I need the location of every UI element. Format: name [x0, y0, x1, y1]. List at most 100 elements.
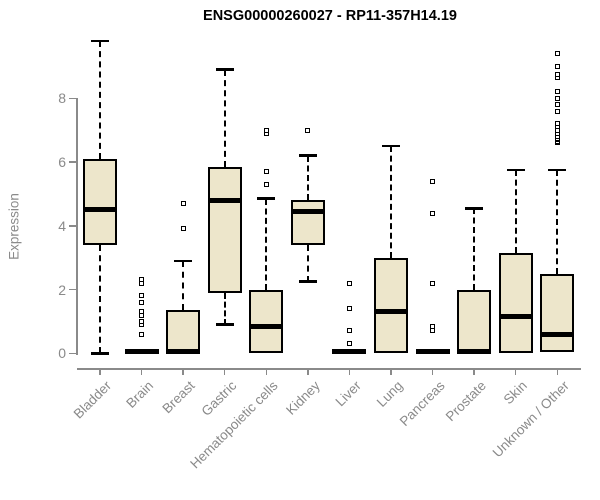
- whisker-cap-upper-prostate: [465, 207, 484, 210]
- x-tick-mark: [307, 368, 309, 375]
- x-tick-label-kidney: Kidney: [282, 378, 323, 418]
- outlier-unknown-other: [554, 71, 560, 77]
- y-tick-mark: [69, 161, 76, 163]
- outlier-unknown-other: [554, 63, 560, 69]
- outlier-liver: [346, 280, 352, 286]
- x-tick-mark: [431, 368, 434, 375]
- outlier-brain: [139, 277, 145, 283]
- y-tick-label: 0: [58, 345, 66, 362]
- x-tick-mark: [182, 368, 184, 375]
- whisker-upper-prostate: [473, 208, 476, 290]
- x-tick-mark: [473, 368, 475, 375]
- median-prostate: [457, 349, 492, 355]
- outlier-brain: [139, 293, 145, 299]
- outlier-brain: [139, 309, 145, 315]
- x-tick-label-unknown-other: Unknown / Other: [489, 378, 572, 461]
- whisker-cap-upper-kidney: [298, 154, 317, 157]
- outlier-unknown-other: [554, 95, 560, 101]
- x-tick-mark: [514, 368, 517, 375]
- whisker-cap-upper-hematopoietic-cells: [257, 197, 276, 200]
- box-breast: [166, 310, 201, 354]
- x-tick-mark: [348, 368, 351, 375]
- whisker-upper-lung: [389, 146, 392, 258]
- median-pancreas: [415, 349, 450, 355]
- whisker-cap-upper-lung: [381, 144, 400, 148]
- x-tick-label-skin: Skin: [501, 378, 531, 408]
- whisker-cap-upper-skin: [506, 168, 525, 172]
- x-tick-label-pancreas: Pancreas: [396, 378, 448, 429]
- outlier-brain: [139, 318, 145, 324]
- y-axis-line: [76, 98, 78, 355]
- outlier-hematopoietic-cells: [263, 169, 269, 175]
- outlier-hematopoietic-cells: [263, 181, 269, 187]
- y-tick-label: 6: [58, 154, 66, 171]
- median-hematopoietic-cells: [249, 323, 284, 329]
- y-tick-mark: [69, 97, 76, 100]
- x-tick-mark: [390, 368, 392, 375]
- box-kidney: [290, 200, 325, 245]
- outlier-unknown-other: [554, 89, 560, 95]
- box-bladder: [83, 158, 117, 245]
- whisker-cap-upper-breast: [174, 259, 193, 263]
- y-tick-mark: [69, 288, 76, 291]
- whisker-upper-breast: [182, 260, 185, 311]
- x-tick-label-lung: Lung: [373, 378, 406, 410]
- box-gastric: [207, 166, 242, 293]
- whisker-upper-kidney: [306, 155, 309, 201]
- median-breast: [166, 349, 201, 355]
- box-prostate: [457, 289, 492, 354]
- whisker-lower-bladder: [99, 244, 101, 354]
- x-axis-line: [77, 368, 581, 370]
- outlier-pancreas: [430, 328, 436, 334]
- whisker-upper-hematopoietic-cells: [265, 198, 268, 290]
- outlier-liver: [346, 328, 352, 334]
- median-brain: [124, 349, 159, 355]
- outlier-kidney: [305, 127, 311, 133]
- outlier-unknown-other: [554, 121, 560, 127]
- outlier-unknown-other: [554, 51, 560, 57]
- whisker-upper-unknown-other: [556, 170, 559, 274]
- whisker-cap-upper-gastric: [215, 68, 234, 71]
- outlier-pancreas: [430, 178, 436, 184]
- x-tick-label-brain: Brain: [123, 378, 157, 411]
- box-lung: [373, 257, 408, 354]
- outlier-pancreas: [430, 210, 436, 216]
- x-tick-mark: [556, 368, 559, 375]
- x-tick-label-liver: Liver: [332, 378, 365, 410]
- outlier-unknown-other: [554, 108, 560, 114]
- box-hematopoietic-cells: [249, 289, 284, 354]
- whisker-cap-upper-unknown-other: [548, 168, 567, 172]
- outlier-hematopoietic-cells: [263, 127, 269, 133]
- y-tick-label: 4: [58, 217, 66, 234]
- outlier-liver: [346, 306, 352, 312]
- whisker-cap-lower-gastric: [215, 323, 234, 326]
- median-liver: [332, 349, 367, 355]
- median-unknown-other: [540, 331, 575, 337]
- x-tick-label-gastric: Gastric: [198, 378, 240, 419]
- y-tick-label: 2: [58, 281, 66, 298]
- x-tick-mark: [140, 368, 143, 375]
- whisker-lower-kidney: [306, 244, 309, 282]
- outlier-brain: [139, 299, 145, 305]
- whisker-cap-upper-bladder: [91, 39, 109, 43]
- x-tick-mark: [99, 368, 101, 375]
- x-tick-label-prostate: Prostate: [442, 378, 489, 425]
- whisker-upper-skin: [514, 170, 517, 253]
- median-skin: [498, 314, 533, 320]
- outlier-unknown-other: [554, 102, 560, 108]
- outlier-pancreas: [430, 280, 436, 286]
- median-lung: [373, 309, 408, 315]
- y-tick-mark: [69, 352, 76, 355]
- whisker-cap-lower-kidney: [298, 280, 317, 283]
- y-tick-mark: [69, 225, 76, 227]
- outlier-pancreas: [430, 323, 436, 329]
- x-tick-label-bladder: Bladder: [71, 378, 115, 422]
- median-bladder: [83, 207, 117, 213]
- x-tick-label-breast: Breast: [159, 378, 198, 417]
- whisker-lower-gastric: [223, 292, 226, 325]
- whisker-upper-gastric: [223, 69, 226, 167]
- x-tick-mark: [223, 368, 226, 375]
- median-gastric: [207, 197, 242, 203]
